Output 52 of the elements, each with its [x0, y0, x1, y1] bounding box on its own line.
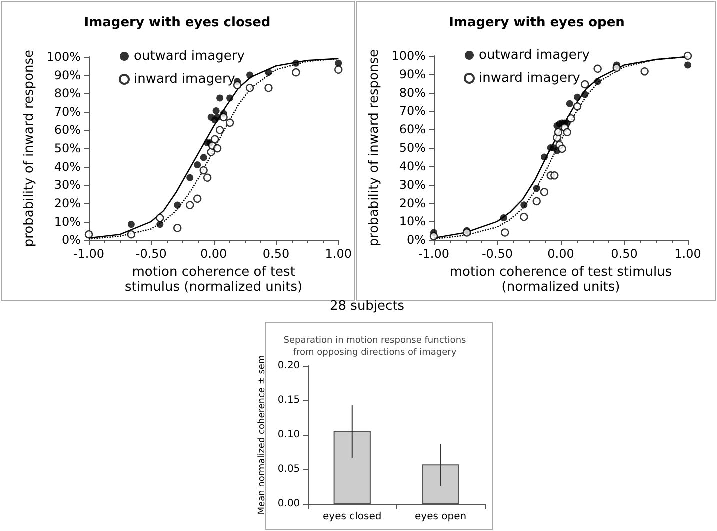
y-tick-label: 0.05 [278, 464, 300, 475]
y-tick-label: 70% [54, 104, 81, 119]
chart-title: Separation in motion response functions from opposing directions of imagery [284, 336, 467, 358]
y-tick-label: 20% [399, 196, 426, 210]
y-tick-label: 60% [399, 122, 426, 137]
y-tick-label: 40% [54, 160, 81, 174]
legend-label: inward imagery [479, 71, 581, 86]
y-tick-label: 10% [54, 214, 81, 229]
legend-label: inward imagery [134, 72, 236, 87]
y-tick-label: 100% [46, 50, 81, 64]
x-tick-label: 0.50 [262, 247, 290, 262]
y-axis-title: Mean normalized coherence ± sem [258, 355, 268, 515]
y-tick-label: 30% [54, 178, 81, 192]
chart-title: Imagery with eyes closed [84, 16, 271, 30]
x-tick-label: 0.00 [548, 247, 574, 262]
x-tick-label: 1.00 [674, 247, 702, 262]
y-tick-label: 0.20 [278, 360, 300, 372]
x-tick-label: 0.50 [611, 247, 638, 262]
x-axis-title: motion coherence of test stimulus (normalized units) [125, 265, 303, 295]
x-tick-label: -1.00 [73, 247, 105, 262]
legend-label: outward imagery [134, 49, 246, 64]
text: 28 subjects [330, 299, 405, 314]
x-tick-label: 1.00 [325, 247, 352, 262]
y-tick-label: 90% [399, 67, 426, 82]
legend-label: outward imagery [479, 48, 590, 63]
y-tick-label: 0% [406, 233, 426, 248]
x-tick-label: eyes closed [323, 512, 382, 522]
y-tick-label: 50% [399, 141, 426, 156]
y-tick-label: 10% [399, 214, 426, 229]
y-tick-label: 0.00 [278, 498, 300, 510]
y-tick-label: 30% [399, 178, 426, 192]
x-tick-label: -1.00 [418, 247, 450, 262]
x-tick-label: eyes open [415, 512, 467, 522]
y-tick-label: 80% [54, 86, 81, 101]
y-tick-label: 70% [399, 104, 426, 118]
chart-title: Imagery with eyes open [449, 16, 625, 30]
x-tick-label: -0.50 [482, 247, 514, 262]
y-tick-label: 20% [54, 196, 81, 210]
y-tick-label: 50% [54, 142, 81, 156]
y-tick-label: 40% [399, 159, 426, 174]
y-tick-label: 100% [392, 49, 426, 63]
y-tick-label: 0% [62, 233, 81, 248]
x-tick-label: -0.50 [136, 247, 167, 262]
y-axis-title: probability of inward response [366, 49, 382, 247]
y-tick-label: 60% [54, 123, 81, 138]
y-tick-label: 90% [54, 68, 81, 82]
y-tick-label: 0.15 [278, 395, 300, 406]
x-axis-title: motion coherence of test stimulus (normalized units) [450, 265, 672, 295]
y-axis-title: probability of inward response [22, 50, 37, 248]
y-tick-label: 80% [399, 86, 426, 100]
y-tick-label: 0.10 [278, 430, 300, 440]
x-tick-label: 0.00 [200, 247, 228, 262]
